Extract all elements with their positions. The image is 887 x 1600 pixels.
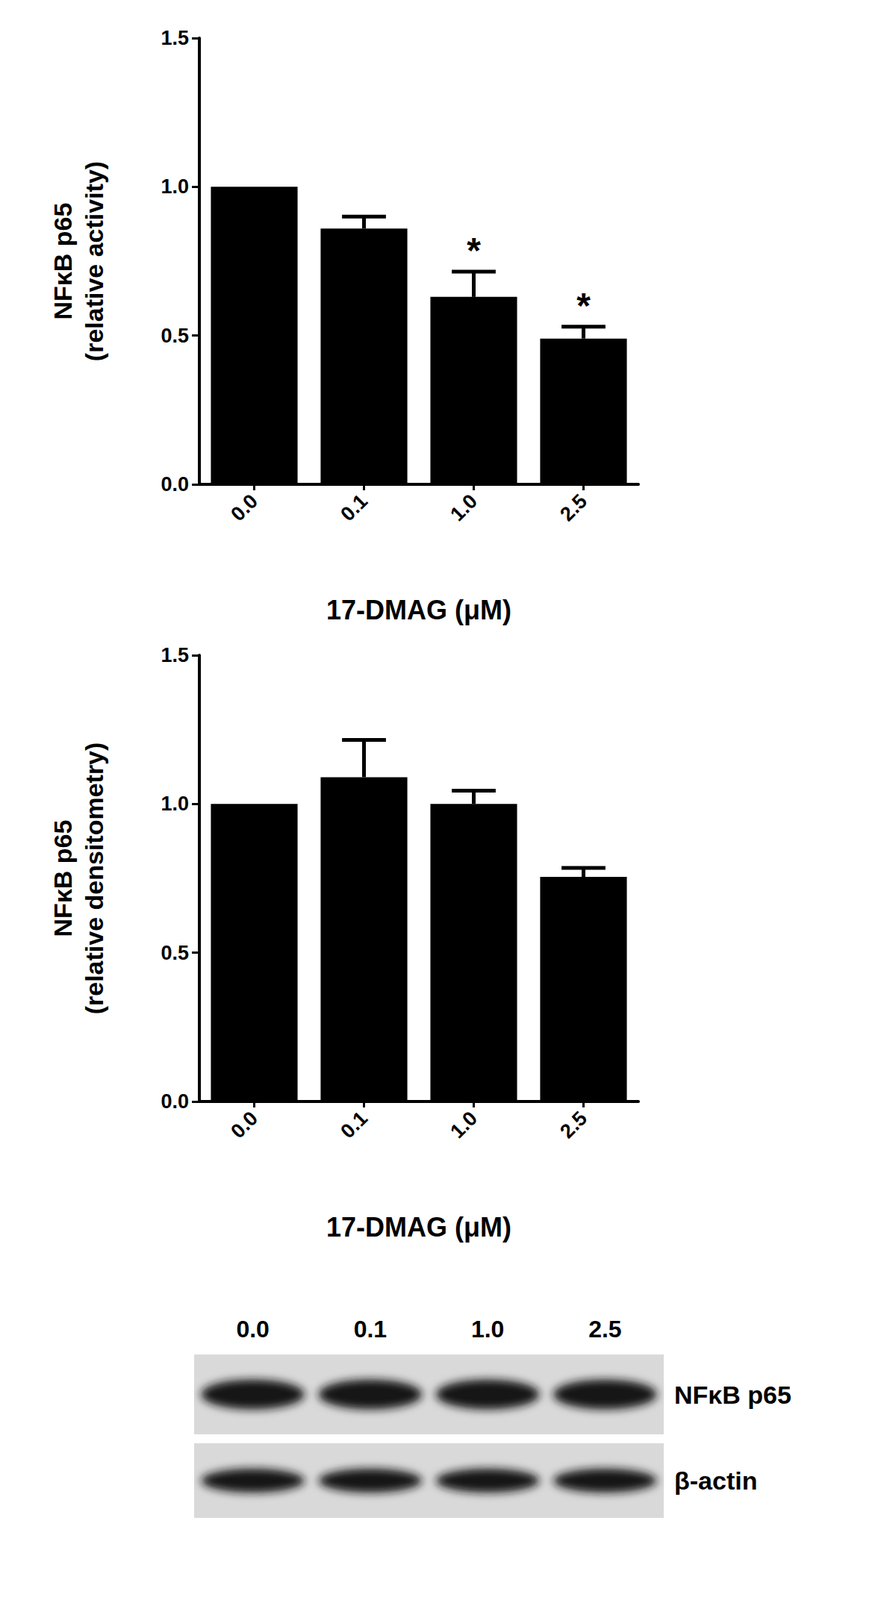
svg-text:1.0: 1.0 <box>445 489 482 526</box>
svg-text:1.0: 1.0 <box>160 175 189 198</box>
svg-text:0.0: 0.0 <box>226 489 263 526</box>
svg-text:1.0: 1.0 <box>445 1107 482 1144</box>
svg-text:2.5: 2.5 <box>555 489 592 526</box>
svg-text:1.5: 1.5 <box>160 644 189 667</box>
svg-text:0.1: 0.1 <box>335 1107 372 1144</box>
svg-text:NFκB p65: NFκB p65 <box>674 1381 792 1410</box>
svg-text:0.0: 0.0 <box>160 1090 189 1114</box>
svg-text:NFκB p65: NFκB p65 <box>48 820 77 938</box>
svg-text:0.0: 0.0 <box>235 1316 269 1344</box>
svg-text:2.5: 2.5 <box>555 1107 592 1144</box>
svg-text:(relative activity): (relative activity) <box>79 161 109 362</box>
svg-text:*: * <box>576 285 591 326</box>
svg-text:(relative densitometry): (relative densitometry) <box>79 742 109 1016</box>
svg-text:0.5: 0.5 <box>160 942 189 965</box>
svg-text:1.0: 1.0 <box>471 1316 504 1344</box>
svg-text:0.5: 0.5 <box>160 324 189 348</box>
svg-text:0.1: 0.1 <box>353 1316 387 1344</box>
svg-text:1.0: 1.0 <box>160 792 189 816</box>
svg-text:0.0: 0.0 <box>160 473 189 496</box>
svg-text:β-actin: β-actin <box>674 1467 758 1496</box>
svg-text:1.5: 1.5 <box>160 26 189 50</box>
svg-text:2.5: 2.5 <box>588 1316 622 1344</box>
svg-text:0.1: 0.1 <box>335 489 372 526</box>
svg-text:17-DMAG (μM): 17-DMAG (μM) <box>326 1212 512 1244</box>
svg-text:0.0: 0.0 <box>226 1107 263 1144</box>
svg-text:17-DMAG (μM): 17-DMAG (μM) <box>326 595 512 626</box>
svg-text:*: * <box>466 230 481 271</box>
svg-text:NFκB p65: NFκB p65 <box>48 203 77 321</box>
